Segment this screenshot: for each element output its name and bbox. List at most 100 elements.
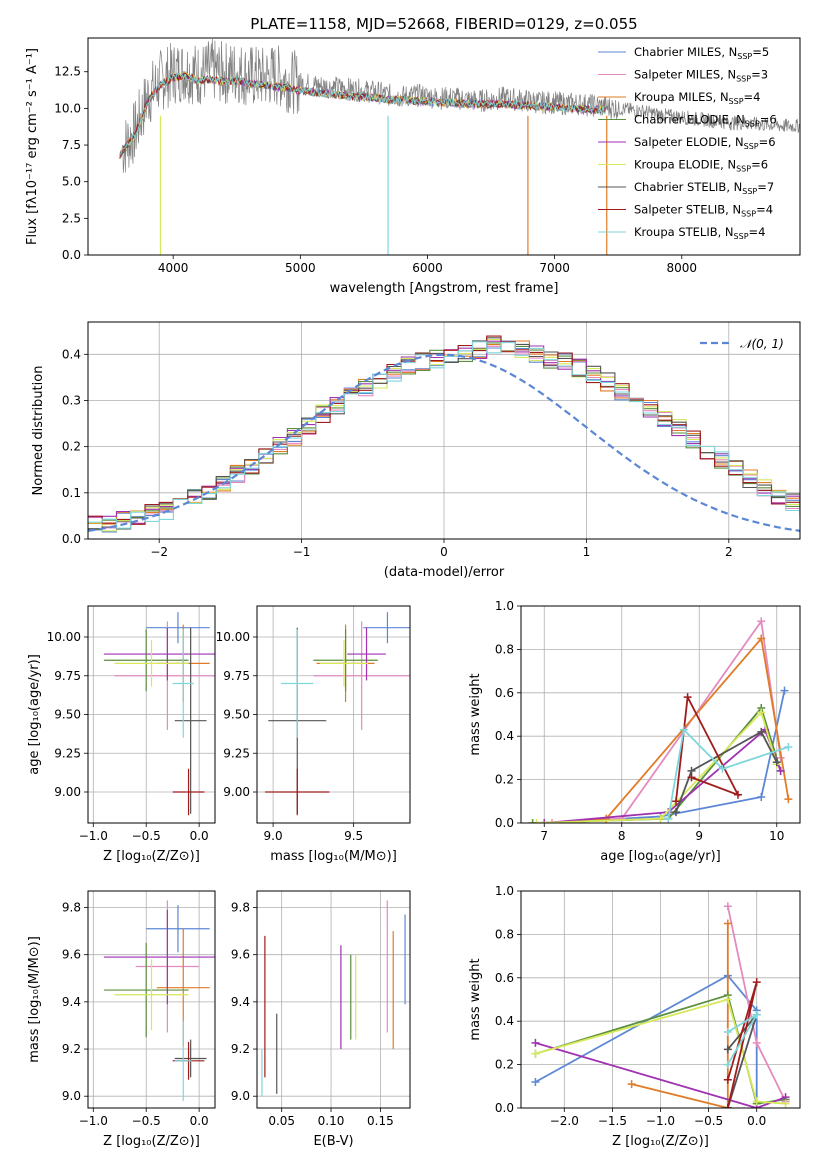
y-axis-label: Flux [fλ10⁻¹⁷ erg cm⁻² s⁻¹ A⁻¹] [25, 48, 40, 245]
axes-frame [87, 321, 801, 540]
weight-marker [781, 1099, 790, 1108]
axes-weight-vs-age: 7 8 9 10 0.0 0.2 0.4 0.6 0.8 1.0 age [log₁₀(age/yr… [468, 599, 801, 864]
axes-frame [520, 890, 801, 1109]
legend-label-suffix: =4 [756, 203, 773, 217]
x-tick-label: 9.0 [264, 829, 283, 843]
y-axis-label: age [log₁₀(age/yr)] [27, 654, 42, 775]
legend-label: Kroupa ELODIE, NSSP=6 [634, 158, 768, 174]
plot-area-age-vs-mass [265, 612, 410, 816]
histogram-4 [88, 340, 800, 525]
y-tick-label: 9.00 [223, 785, 250, 799]
weight-marker [752, 1010, 761, 1019]
y-tick-label: 9.0 [231, 1089, 250, 1103]
weight-marker [723, 1028, 732, 1037]
legend-label-sub: SSP [742, 187, 757, 196]
weight-marker [723, 1075, 732, 1084]
weight-marker [548, 819, 556, 823]
plot-area-mass-vs-EBV [261, 900, 406, 1097]
legend-label: Salpeter ELODIE, NSSP=6 [634, 135, 776, 151]
y-tick-label: 9.8 [231, 901, 250, 915]
y-tick-label: 0.4 [62, 347, 81, 361]
legend-label-suffix: =4 [744, 90, 761, 104]
plot-area-weight-vs-age [528, 617, 793, 823]
x-tick-label: 0 [440, 545, 448, 559]
x-tick-label: −2 [150, 545, 168, 559]
x-tick-label: 4000 [158, 261, 189, 275]
y-tick-label: 0.4 [495, 1014, 514, 1028]
weight-marker [780, 686, 789, 695]
x-tick-label: −0.5 [694, 1114, 723, 1128]
weight-line-2 [544, 636, 790, 823]
x-tick-label: 7000 [539, 261, 570, 275]
weight-marker [687, 773, 696, 782]
x-axis-label: E(B-V) [313, 1134, 353, 1149]
axes-frame [520, 605, 801, 824]
weight-line-4 [535, 1042, 786, 1108]
y-tick-label: 9.0 [62, 1089, 81, 1103]
y-tick-label: 9.2 [231, 1042, 250, 1056]
y-tick-label: 9.8 [62, 901, 81, 915]
legend-label-sub: SSP [737, 52, 752, 61]
axes-residuals: −2 −1 0 1 2 0.0 0.1 0.2 0.3 0.4 (data-model)/error… [31, 321, 801, 580]
x-axis-label: Z [log₁₀(Z/Z⊙)] [103, 849, 200, 864]
x-tick-label: 0.05 [268, 1114, 295, 1128]
y-axis-label: mass weight [468, 958, 483, 1040]
legend-label-suffix: =6 [760, 113, 777, 127]
x-tick-label: −0.5 [132, 829, 161, 843]
x-tick-label: 7 [540, 829, 548, 843]
x-tick-label: 8 [618, 829, 626, 843]
weight-marker [772, 758, 781, 767]
weight-line-6 [675, 730, 778, 813]
weight-line-0 [544, 690, 786, 823]
x-tick-label: 9.5 [344, 829, 363, 843]
x-tick-label: 6000 [412, 261, 443, 275]
x-tick-label: −1.0 [79, 829, 108, 843]
y-tick-label: 10.00 [216, 630, 250, 644]
weight-marker [723, 995, 732, 1004]
x-tick-label: 8000 [666, 261, 697, 275]
weight-line-2 [631, 923, 729, 1108]
x-axis-label: Z [log₁₀(Z/Z⊙)] [103, 1134, 200, 1149]
weight-marker [752, 1097, 761, 1106]
legend-label-suffix: =3 [751, 68, 768, 82]
weight-marker [784, 743, 793, 752]
y-tick-label: 0.1 [62, 486, 81, 500]
axes-mass-vs-Z: −1.0 −0.5 0.0 9.0 9.2 9.4 9.6 9.8 Z [log₁₀(Z/Z⊙)… [27, 890, 216, 1149]
weight-marker [776, 766, 785, 775]
x-tick-label: 10 [769, 829, 784, 843]
y-tick-label: 0.8 [495, 642, 514, 656]
weight-line-8 [667, 727, 789, 819]
y-tick-label: 9.4 [62, 995, 81, 1009]
axes-mass-vs-EBV: 0.05 0.10 0.15 9.0 9.2 9.4 9.6 9.8 E(B-V) [231, 890, 411, 1149]
x-tick-label: 2 [725, 545, 733, 559]
x-tick-label: 5000 [285, 261, 316, 275]
axes-frame [256, 605, 411, 824]
legend-label-suffix: =4 [749, 225, 766, 239]
legend-label: 𝒩(0, 1) [740, 337, 784, 351]
y-tick-label: 0.0 [62, 248, 81, 262]
model-spectrum-7 [119, 72, 606, 159]
weight-marker [656, 814, 665, 823]
weight-marker [723, 1045, 732, 1054]
y-tick-label: 9.50 [54, 708, 81, 722]
model-spectrum-8 [119, 72, 606, 155]
y-tick-label: 0.4 [495, 729, 514, 743]
plots-layer: 4000 5000 6000 7000 80000.02.55.07.510.012.5… [25, 37, 801, 1149]
weight-marker [664, 814, 673, 823]
x-tick-label: 0.0 [190, 829, 209, 843]
legend-label-sub: SSP [736, 75, 751, 84]
legend-label: Salpeter STELIB, NSSP=4 [634, 203, 773, 219]
weight-line-4 [544, 728, 782, 823]
y-tick-label: 9.6 [231, 948, 250, 962]
weight-marker [723, 902, 732, 911]
weight-marker [784, 795, 793, 804]
plot-area-mass-vs-Z [103, 900, 215, 1101]
legend-label: Chabrier STELIB, NSSP=7 [634, 180, 774, 196]
x-axis-label: age [log₁₀(age/yr)] [600, 849, 721, 864]
y-tick-label: 5.0 [62, 175, 81, 189]
data-spectrum-line [121, 38, 800, 173]
y-tick-label: 0.2 [495, 773, 514, 787]
y-axis-label: Normed distribution [31, 366, 46, 496]
y-tick-label: 1.0 [495, 599, 514, 613]
